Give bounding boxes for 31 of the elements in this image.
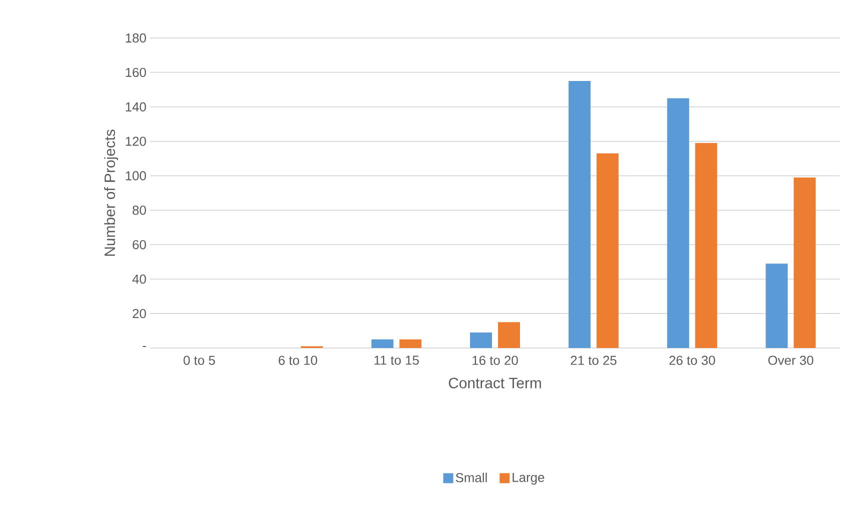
x-tick-label: 6 to 10 [278,356,318,365]
y-tick-label: 100 [126,171,146,180]
bar [667,98,690,348]
y-tick-label: 20 [132,308,146,318]
y-tick-label: 80 [132,206,146,215]
y-axis-title: Number of Projects [104,130,118,256]
y-tick-label: 140 [126,102,146,112]
x-axis-title: Contract Term [448,378,541,388]
x-tick-label: 26 to 30 [669,356,716,365]
x-tick-label: 11 to 15 [374,356,419,365]
bar [695,143,718,348]
bar [399,339,422,348]
y-tick-label: - [142,346,146,348]
y-tick-label: 60 [132,240,146,250]
bar [794,177,816,348]
x-tick-label: 0 to 5 [184,356,215,365]
y-tick-label: 120 [126,136,146,146]
x-tick-label: 21 to 25 [570,356,616,365]
y-tick-label: 160 [126,68,146,78]
bar [596,153,619,348]
legend-label: Large [512,472,544,485]
bar [568,81,591,348]
x-tick-label: 16 to 20 [472,356,518,365]
bar [766,264,788,348]
legend-label: Small [456,472,487,482]
x-tick-label: Over 30 [768,356,814,365]
bar [371,339,394,348]
bar [498,322,520,348]
y-tick-label: 180 [126,33,146,43]
y-tick-label: 40 [132,274,146,284]
bar [470,332,492,348]
